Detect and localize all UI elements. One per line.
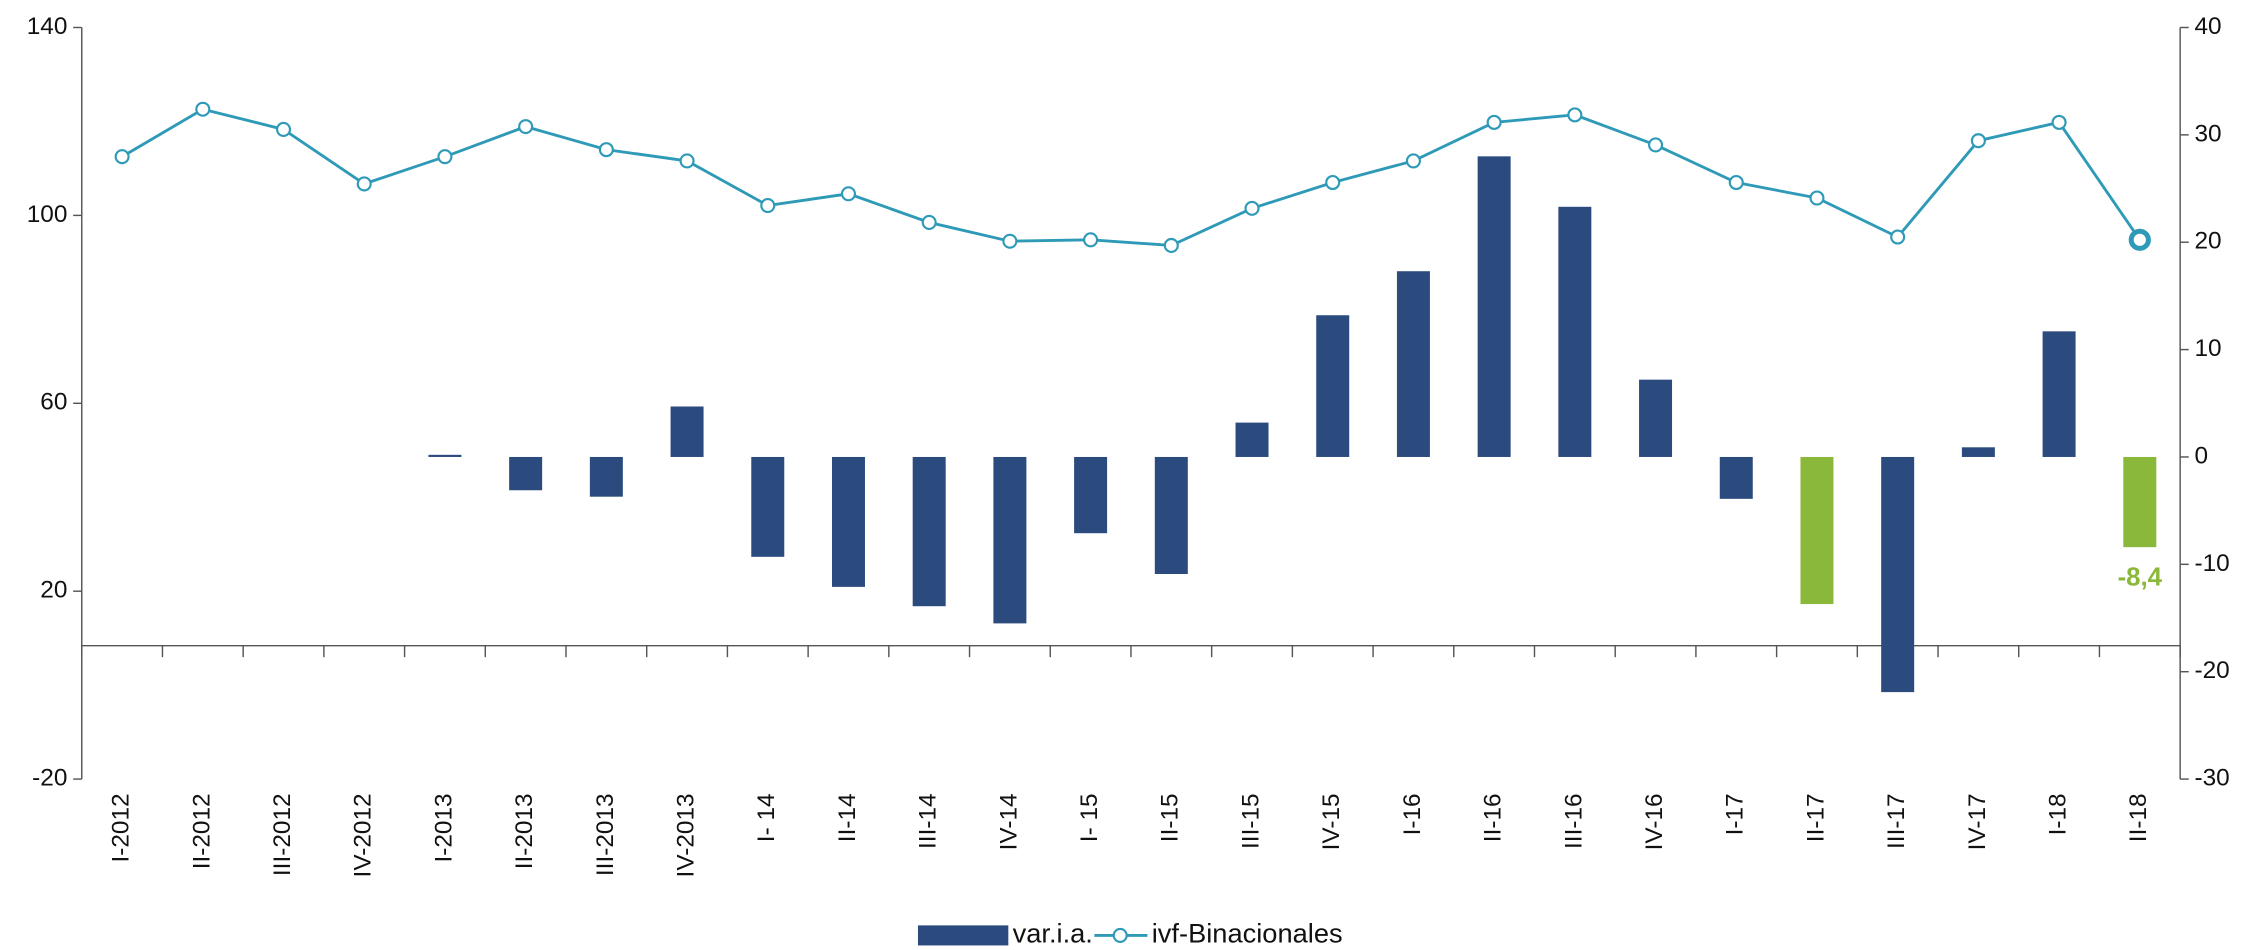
bar	[1639, 379, 1673, 457]
bar	[751, 456, 785, 557]
x-tick-label: IV-2012	[350, 793, 377, 877]
line-point	[921, 214, 937, 230]
line-point	[2051, 114, 2067, 130]
bar	[1074, 456, 1108, 534]
bar	[1154, 456, 1188, 575]
bar	[2042, 331, 2076, 457]
bar	[509, 456, 543, 491]
x-tick-label: I- 15	[1076, 793, 1103, 842]
line-point	[195, 101, 211, 117]
y-tick-label: -20	[32, 765, 67, 792]
x-tick-label: I-17	[1722, 793, 1749, 835]
y-tick-label: 20	[40, 577, 67, 604]
line-point	[760, 197, 776, 214]
line-point	[2128, 228, 2151, 251]
bar	[1881, 456, 1915, 693]
y2-tick-label: 20	[2194, 228, 2221, 255]
y2-tick-label: -10	[2194, 550, 2229, 577]
y2-tick-label: -20	[2194, 657, 2229, 684]
y2-tick-label: -30	[2194, 765, 2229, 792]
line	[121, 107, 2141, 247]
x-tick-label: II-2013	[511, 793, 538, 869]
line-point	[356, 176, 372, 192]
bar	[589, 456, 623, 497]
x-tick-label: III-2013	[592, 793, 619, 876]
bar	[2123, 456, 2157, 548]
y2-tick-label: 0	[2194, 442, 2208, 469]
bar	[993, 456, 1027, 624]
line-point	[840, 186, 857, 202]
y-tick-label: 60	[40, 389, 67, 416]
x-tick-label: II-14	[834, 793, 861, 842]
x-tick-label: II-18	[2125, 793, 2152, 842]
bar	[1800, 456, 1834, 605]
line-point	[275, 121, 292, 137]
legend-swatch	[1112, 927, 1128, 943]
x-tick-label: II-17	[1802, 793, 1829, 842]
bar	[1558, 206, 1592, 457]
x-tick-label: IV-2013	[673, 793, 700, 877]
line-point	[1244, 200, 1260, 216]
x-tick-label: IV-15	[1318, 793, 1345, 850]
bar	[912, 456, 946, 607]
line-point	[598, 142, 614, 158]
line-point	[114, 149, 130, 165]
x-tick-label: III-15	[1237, 793, 1264, 849]
line-point	[1728, 174, 1744, 191]
line-point	[1163, 237, 1179, 253]
line-point	[1405, 153, 1421, 169]
bar	[1961, 447, 1995, 457]
x-tick-label: IV-14	[995, 793, 1022, 850]
y2-tick-label: 10	[2194, 335, 2221, 362]
x-tick-label: II-15	[1157, 793, 1184, 842]
line-point	[1648, 137, 1664, 153]
x-tick-label: II-2012	[188, 793, 215, 869]
bar	[831, 456, 865, 587]
x-tick-label: IV-16	[1641, 793, 1668, 850]
x-tick-label: I-2013	[430, 793, 457, 862]
x-tick-label: III-2012	[269, 793, 296, 876]
y-tick-label: 100	[27, 201, 68, 228]
bar	[1396, 271, 1430, 457]
y2-tick-label: 30	[2194, 120, 2221, 147]
line-point	[518, 119, 534, 135]
line-point	[1325, 174, 1341, 191]
bar	[1316, 315, 1350, 457]
line-point	[1809, 190, 1825, 206]
x-tick-label: III-17	[1883, 793, 1910, 849]
line-point	[1486, 114, 1502, 130]
x-tick-label: I-2012	[108, 793, 135, 862]
x-tick-label: III-16	[1560, 793, 1587, 849]
legend-label: ivf-Binacionales	[1152, 918, 1343, 949]
line-point	[1970, 133, 1986, 149]
x-tick-label: I-18	[2045, 793, 2072, 835]
x-tick-label: III-14	[915, 793, 942, 849]
line-point	[437, 149, 453, 165]
x-tick-label: IV-17	[1964, 793, 1991, 850]
line-point	[1002, 233, 1018, 249]
line-point	[1890, 229, 1906, 245]
bar	[1477, 156, 1511, 457]
bar	[670, 406, 704, 457]
bar	[1235, 422, 1269, 457]
legend-label: var.i.a.	[1013, 918, 1093, 949]
x-tick-label: I-16	[1399, 793, 1426, 835]
data-label: -8,4	[2118, 564, 2163, 592]
y-tick-label: 140	[27, 13, 68, 40]
bar	[428, 454, 462, 457]
y2-tick-label: 40	[2194, 13, 2221, 40]
line-point	[1083, 232, 1099, 248]
line-point	[1567, 107, 1583, 123]
x-tick-label: I- 14	[753, 793, 780, 842]
legend-swatch	[917, 925, 1009, 946]
bar	[1719, 456, 1753, 499]
line-point	[679, 153, 695, 169]
x-tick-label: II-16	[1480, 793, 1507, 842]
